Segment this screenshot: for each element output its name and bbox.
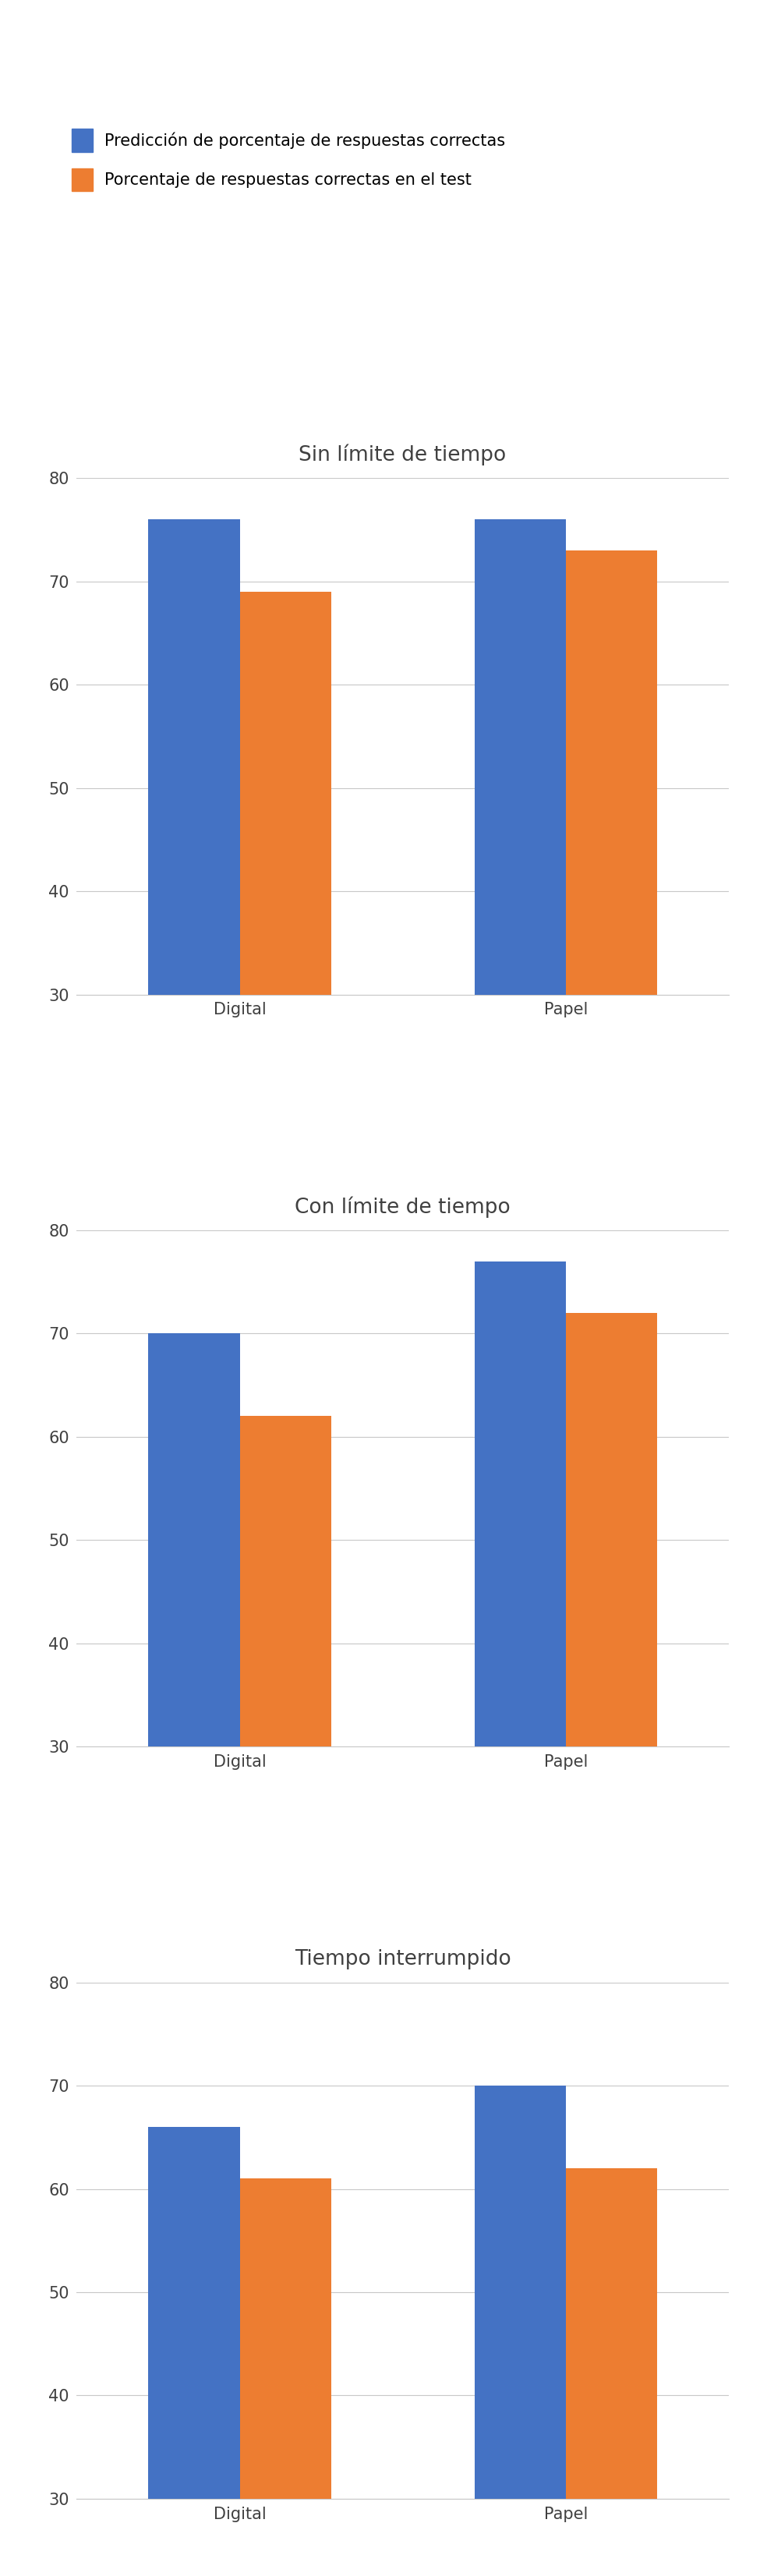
Bar (475, 520, 566, 1303)
Bar (149, 1334, 240, 2056)
Bar (240, 592, 331, 1303)
Bar (475, 1262, 566, 2056)
Title: Sin límite de tiempo: Sin límite de tiempo (299, 443, 506, 466)
Legend: Predicción de porcentaje de respuestas correctas, Porcentaje de respuestas corre: Predicción de porcentaje de respuestas c… (72, 129, 505, 191)
Bar (240, 1417, 331, 2056)
Bar (566, 1314, 657, 2056)
Title: Con límite de tiempo: Con límite de tiempo (295, 1195, 511, 1218)
Bar (149, 520, 240, 1303)
Bar (566, 2169, 657, 2576)
Bar (566, 551, 657, 1303)
Bar (240, 2179, 331, 2576)
Bar (149, 2128, 240, 2576)
Title: Tiempo interrumpido: Tiempo interrumpido (295, 1950, 511, 1971)
Bar (475, 2087, 566, 2576)
